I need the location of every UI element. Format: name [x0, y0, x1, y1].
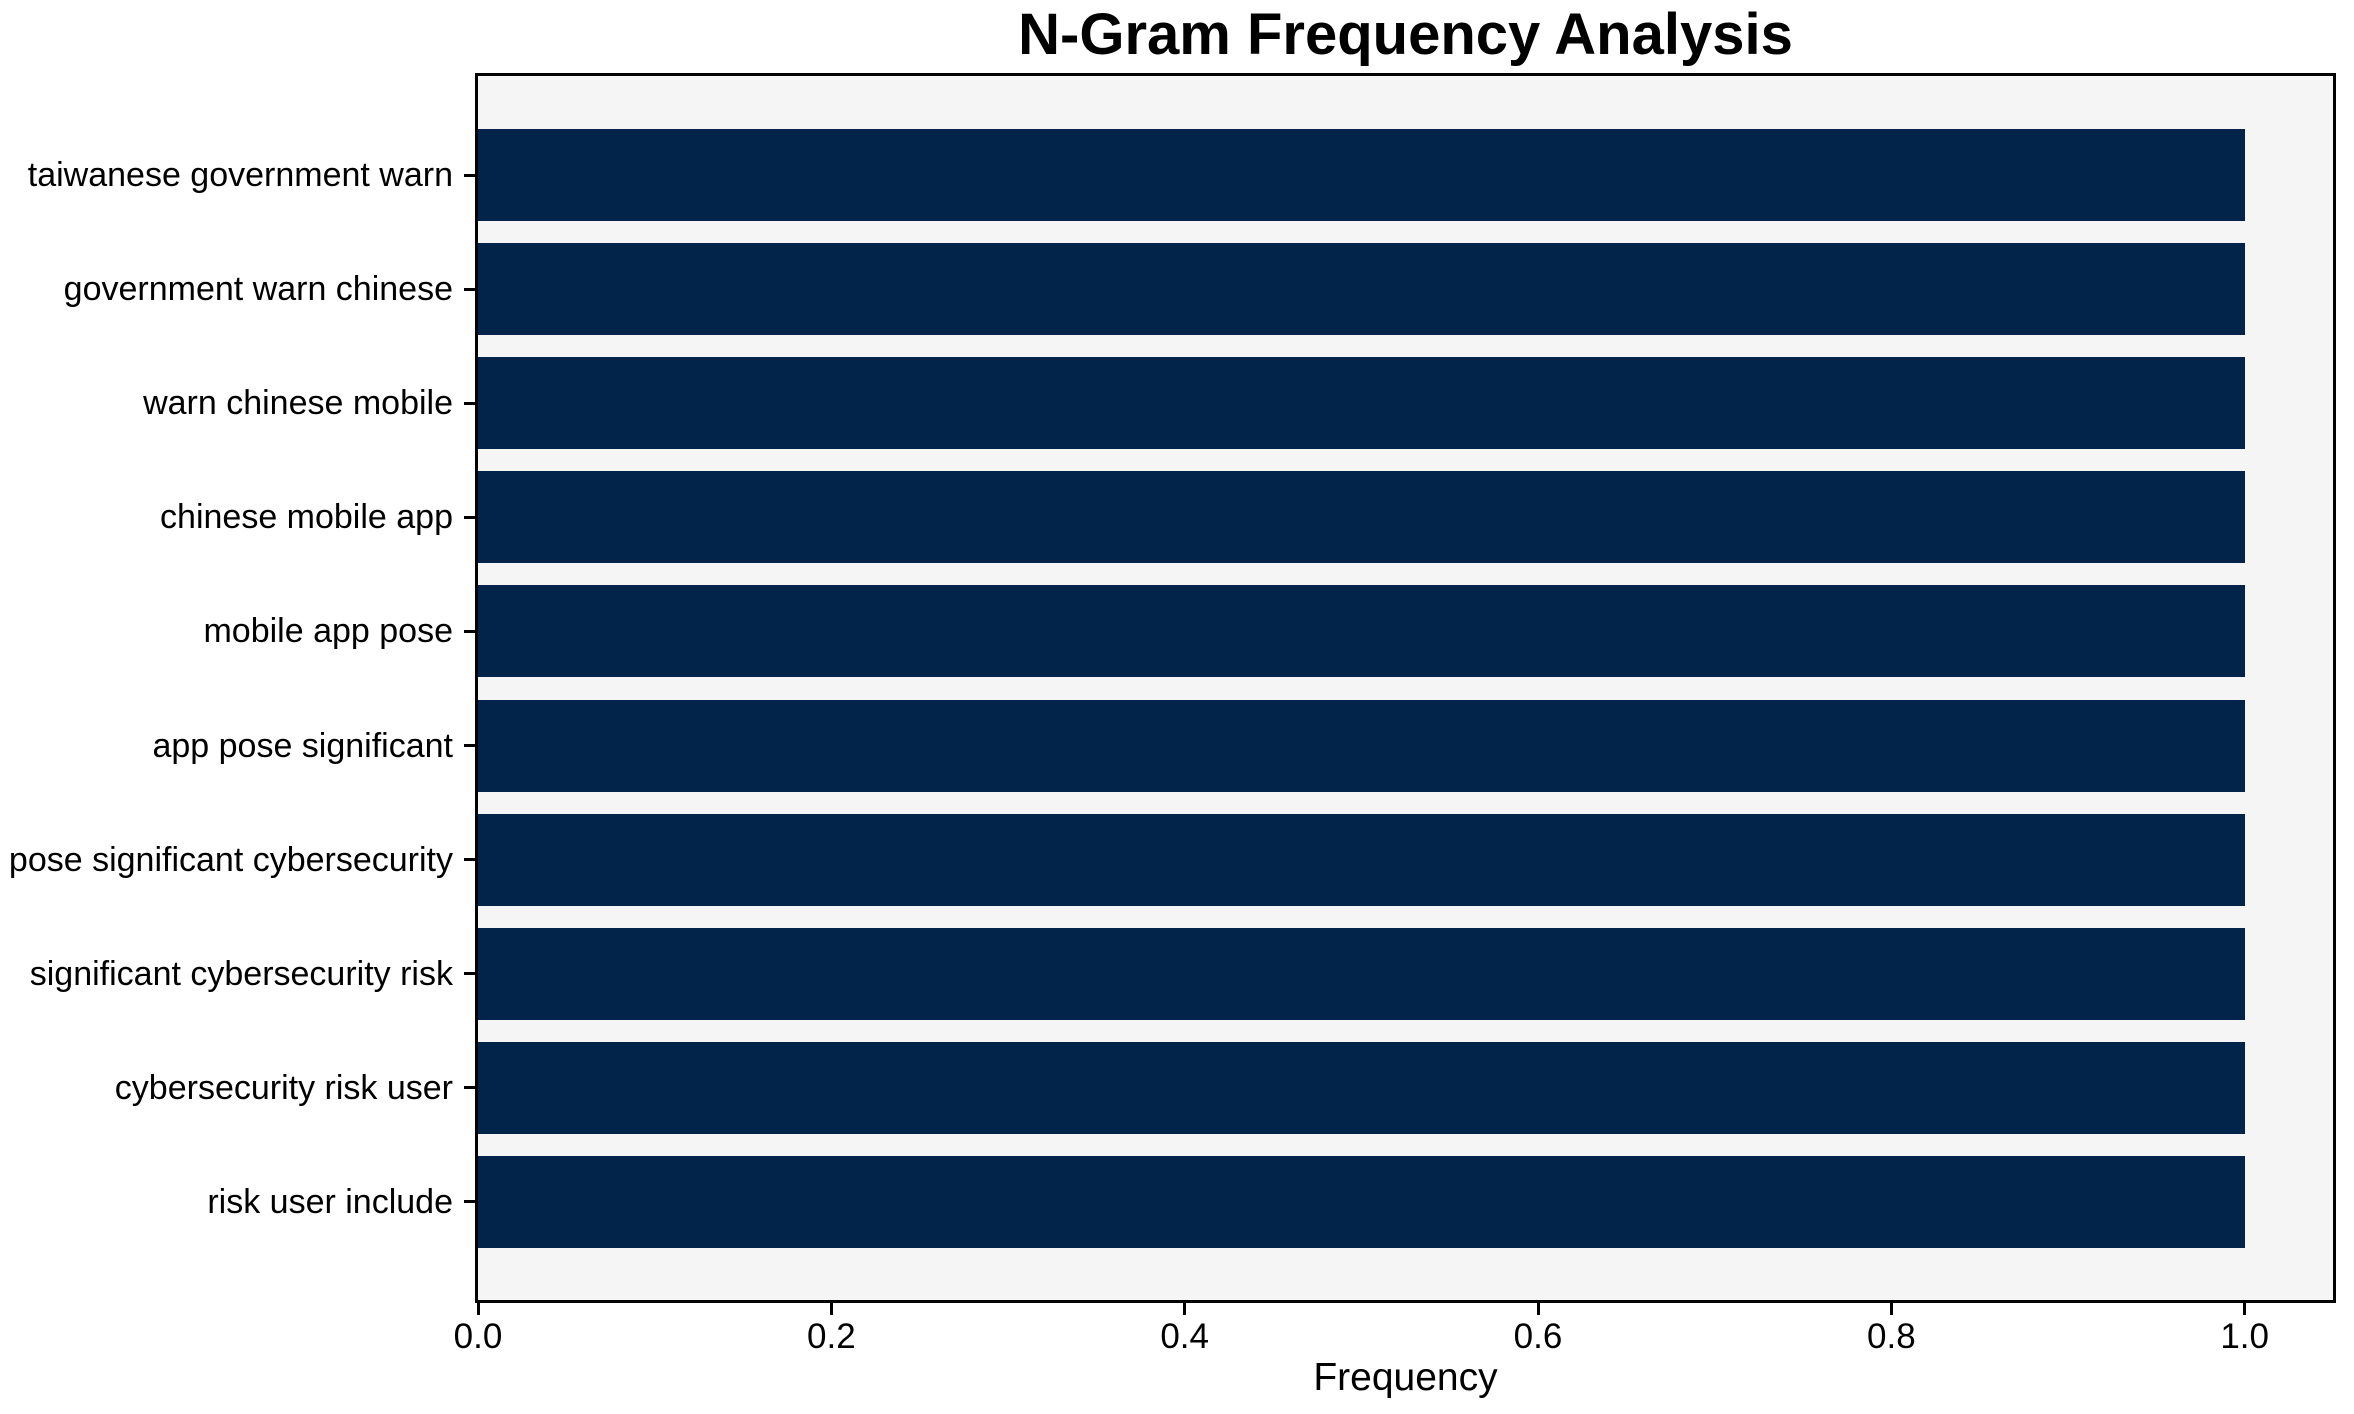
x-tick-mark: [476, 1303, 480, 1315]
y-tick-mark: [464, 1200, 475, 1204]
y-tick-mark: [464, 1086, 475, 1090]
y-tick-mark: [464, 287, 475, 291]
y-tick-mark: [464, 515, 475, 519]
y-tick-label: taiwanese government warn: [27, 156, 453, 194]
y-tick-label: warn chinese mobile: [143, 384, 453, 423]
x-tick-label: 0.2: [807, 1317, 856, 1356]
y-tick-label: risk user include: [207, 1182, 453, 1221]
x-tick-mark: [2243, 1303, 2247, 1315]
y-tick-mark: [464, 401, 475, 405]
x-tick-mark: [1183, 1303, 1187, 1315]
y-tick-label: pose significant cybersecurity: [8, 840, 453, 879]
bar: [478, 129, 2245, 221]
x-tick-label: 0.0: [453, 1317, 503, 1356]
plot-area: [475, 73, 2336, 1303]
x-tick-mark: [1536, 1303, 1540, 1315]
x-tick-label: 0.6: [1513, 1317, 1563, 1356]
bar: [478, 243, 2245, 336]
y-tick-label: government warn chinese: [63, 270, 453, 309]
x-tick-label: 0.8: [1867, 1317, 1916, 1356]
x-tick-mark: [1889, 1303, 1893, 1315]
y-tick-mark: [464, 173, 475, 177]
y-tick-label: cybersecurity risk user: [114, 1068, 453, 1107]
bar: [478, 699, 2245, 792]
y-tick-label: app pose significant: [152, 726, 453, 765]
bar: [478, 585, 2245, 678]
y-tick-mark: [464, 972, 475, 976]
y-tick-mark: [464, 858, 475, 862]
y-tick-label: mobile app pose: [203, 612, 453, 651]
x-tick-mark: [829, 1303, 833, 1315]
bar: [478, 1041, 2245, 1134]
chart-title: N-Gram Frequency Analysis: [1018, 2, 1793, 67]
bar: [478, 357, 2245, 450]
y-tick-label: chinese mobile app: [160, 498, 453, 537]
x-tick-label: 1.0: [2220, 1317, 2269, 1356]
x-axis-label: Frequency: [1313, 1356, 1498, 1399]
x-tick-label: 0.4: [1160, 1317, 1209, 1356]
bar: [478, 471, 2245, 564]
bar: [478, 813, 2245, 906]
y-tick-mark: [464, 744, 475, 747]
y-tick-label: significant cybersecurity risk: [29, 954, 453, 993]
bar: [478, 1155, 2245, 1248]
y-tick-mark: [464, 629, 475, 633]
bar: [478, 927, 2245, 1020]
